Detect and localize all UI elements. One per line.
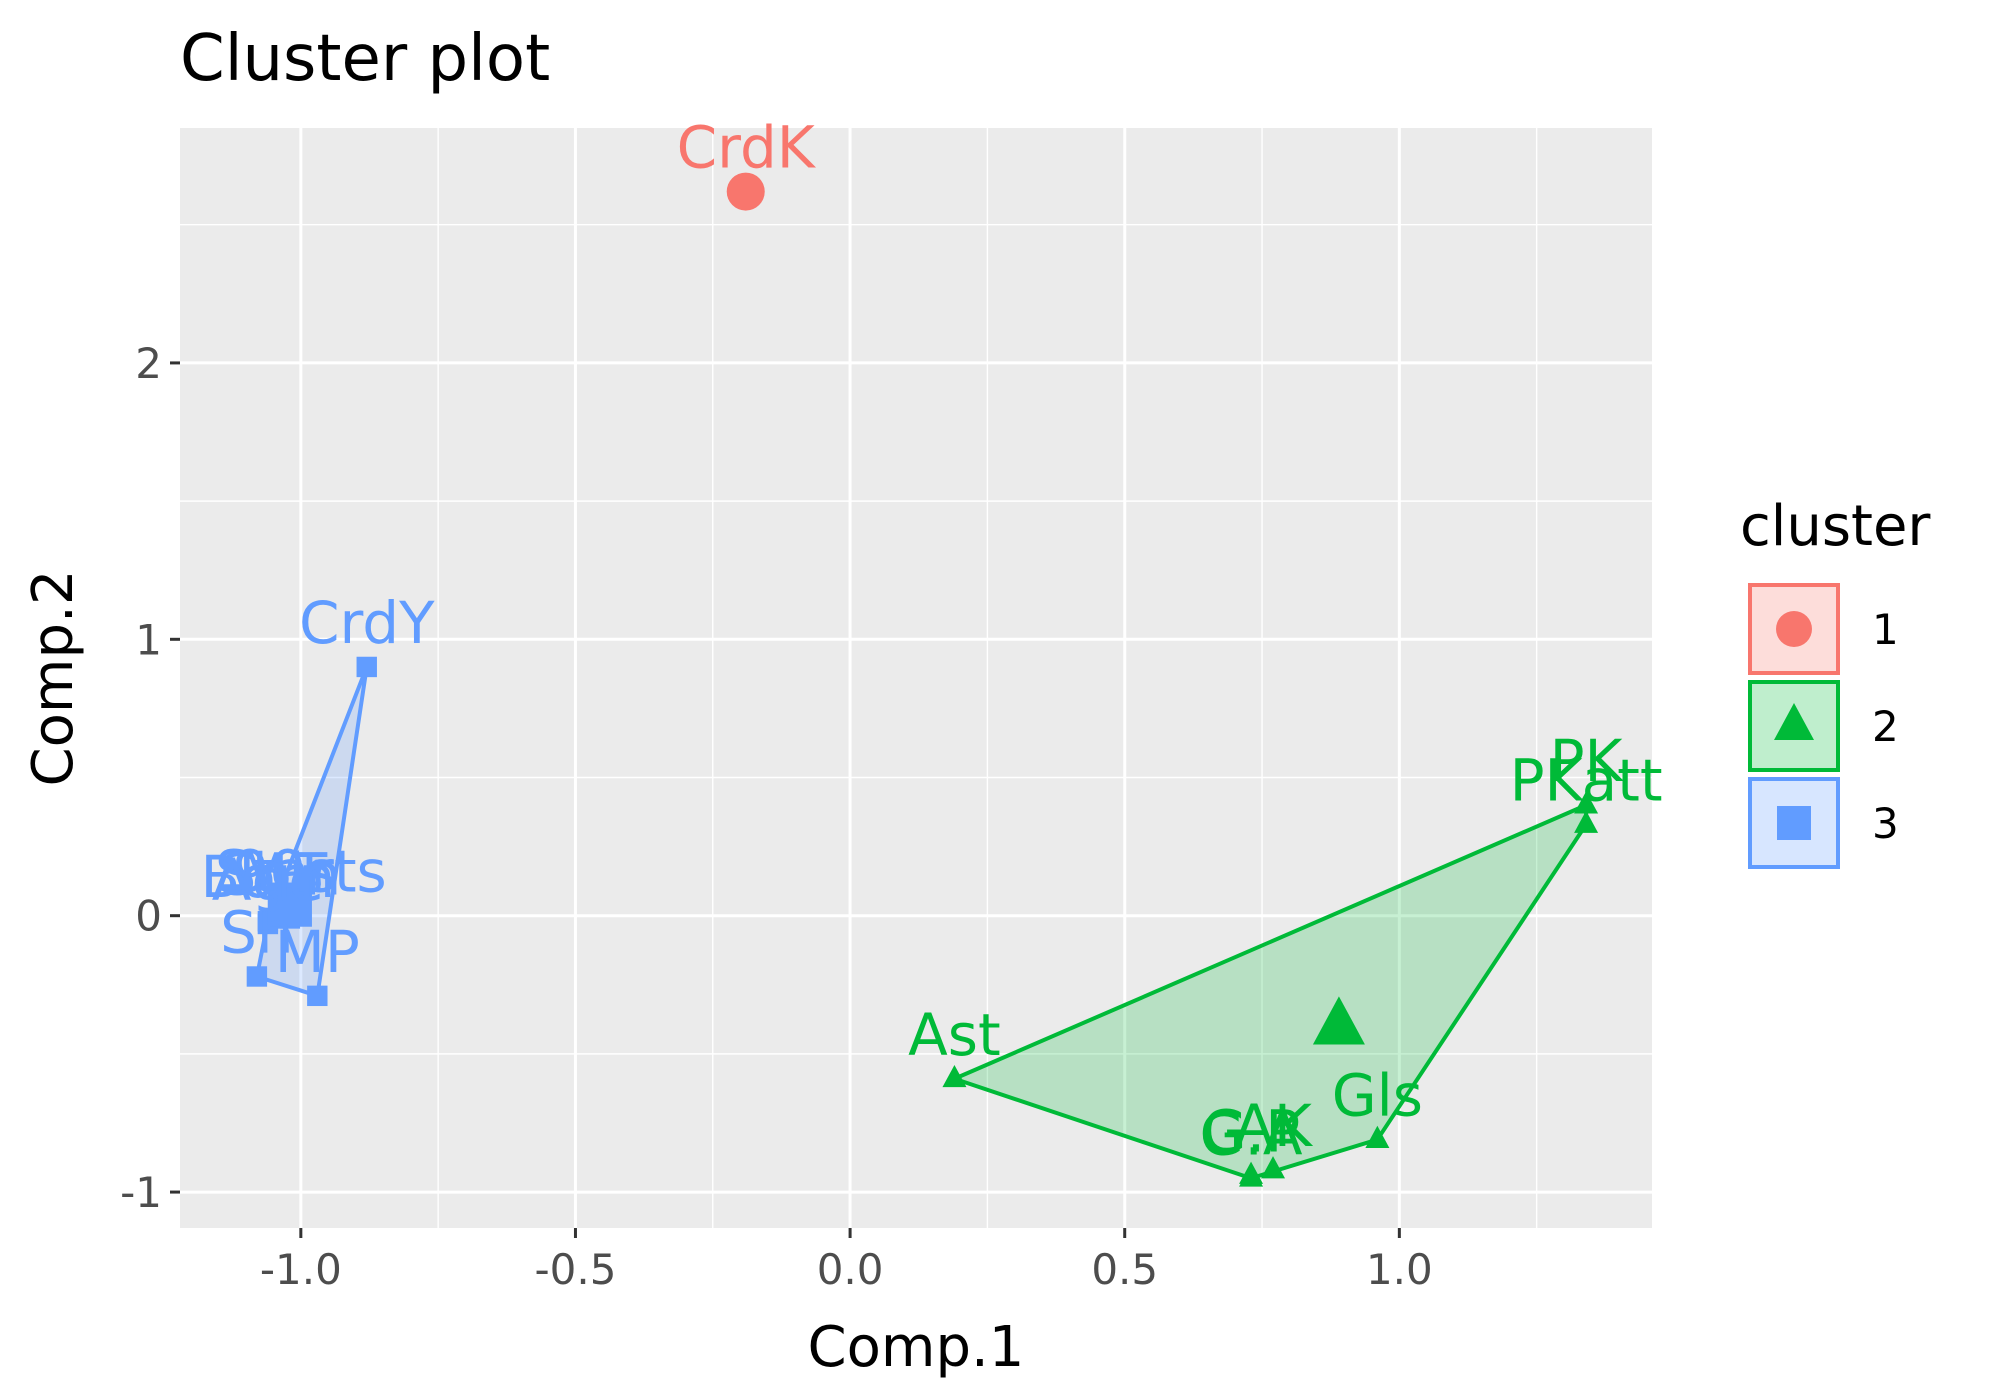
point-label: Ast [908, 1001, 1001, 1069]
centroid-2 [1312, 996, 1365, 1045]
point-label: Starts [215, 838, 387, 906]
point-label: G.P [1202, 1097, 1300, 1165]
point-label: CrdY [299, 589, 435, 657]
cluster-hull-2 [952, 803, 1589, 1181]
point-label: Born [200, 843, 335, 911]
point-label: MP [275, 918, 360, 986]
point-label: 90s [232, 838, 336, 906]
legend-symbol-2 [1774, 703, 1814, 740]
x-tick-label: -1.0 [260, 1245, 342, 1294]
y-axis: -1 0 1 2 [120, 339, 180, 1217]
point-crdk [726, 172, 765, 211]
y-tick-label: 2 [135, 339, 162, 388]
point-label: PK [1550, 727, 1625, 795]
point-label: Sh [220, 898, 294, 966]
point-label: SoT [220, 840, 328, 908]
legend-label-3: 3 [1872, 799, 1899, 848]
point-label: PKatt [1510, 746, 1663, 814]
point-label: Min [238, 840, 341, 908]
plot-panel [180, 128, 1652, 1228]
legend-label-2: 2 [1872, 702, 1899, 751]
point-crdy [356, 656, 377, 678]
point-label: AK [1234, 1092, 1314, 1160]
point-ak [1261, 1156, 1286, 1179]
y-tick-label: 0 [135, 892, 162, 941]
point-ast [942, 1064, 967, 1088]
point-sh [246, 966, 268, 987]
point-label: G.A [1200, 1100, 1303, 1168]
point-label: CrdK [677, 114, 817, 182]
chart-title: Cluster plot [180, 22, 550, 96]
x-tick-label: 0.5 [1091, 1245, 1158, 1294]
x-axis-title: Comp.1 [808, 1315, 1025, 1380]
y-tick-label: 1 [135, 615, 162, 664]
minor-gridlines [180, 128, 1652, 1228]
point-pk [1574, 791, 1599, 814]
point-label: Age [212, 846, 324, 914]
x-axis: -1.0 -0.5 0.0 0.5 1.0 [260, 1228, 1433, 1294]
cluster-centroids [267, 882, 1365, 1045]
legend: cluster 1 2 3 [1740, 494, 1931, 869]
point-g-a [1239, 1164, 1264, 1187]
legend-symbol-1 [1776, 611, 1812, 647]
point-pkatt [1574, 810, 1599, 833]
x-tick-label: 1.0 [1366, 1245, 1433, 1294]
centroid-3 [267, 882, 312, 927]
y-tick-label: -1 [120, 1168, 162, 1217]
major-gridlines [180, 128, 1652, 1228]
legend-title: cluster [1740, 494, 1931, 559]
point-mp [307, 985, 328, 1007]
point-label: Gls [1332, 1062, 1423, 1130]
x-tick-label: -0.5 [534, 1245, 616, 1294]
y-axis-title: Comp.2 [21, 570, 86, 787]
legend-label-1: 1 [1872, 605, 1899, 654]
legend-symbol-3 [1777, 806, 1811, 840]
x-tick-label: 0.0 [817, 1245, 884, 1294]
point-gls [1365, 1125, 1390, 1148]
